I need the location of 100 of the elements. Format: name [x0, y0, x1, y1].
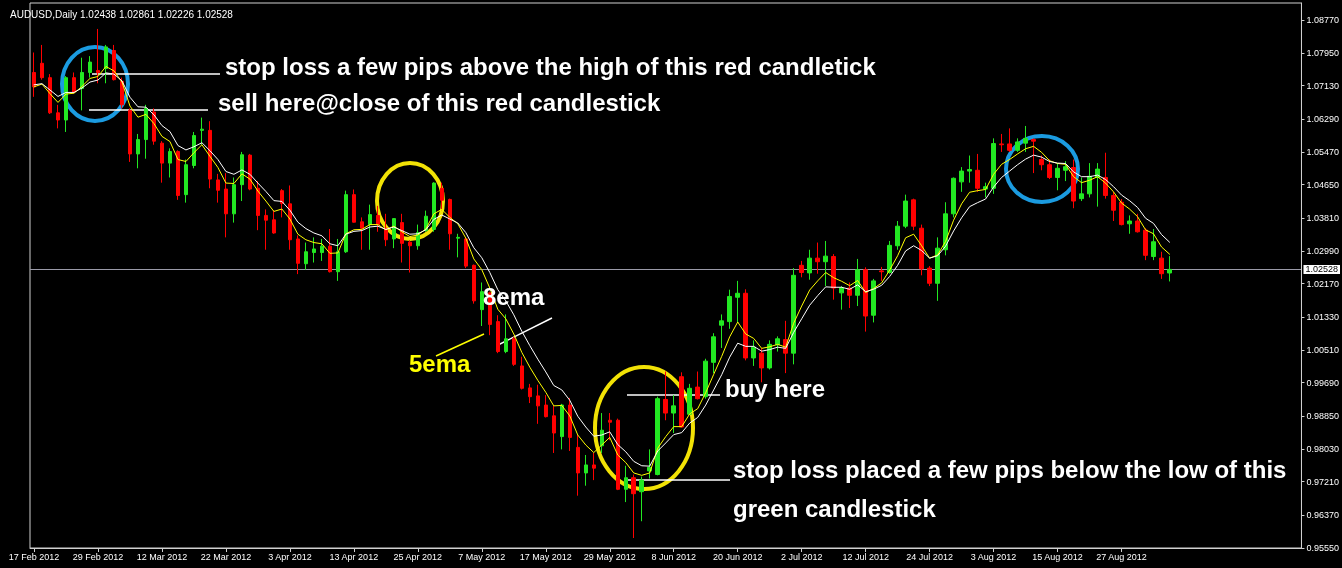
- candlestick: [576, 434, 580, 497]
- candlestick: [1079, 176, 1084, 202]
- candlestick: [1167, 255, 1172, 282]
- candlestick: [432, 181, 436, 233]
- y-tick-label: 0.99690: [1306, 377, 1340, 388]
- candlestick: [128, 107, 132, 163]
- ref-line-label: 1.02528: [1305, 264, 1339, 275]
- candlestick: [863, 266, 868, 333]
- candlestick: [520, 356, 524, 390]
- candlestick: [887, 240, 892, 275]
- candlestick: [631, 474, 636, 539]
- candlestick: [1135, 213, 1140, 234]
- candlestick: [999, 133, 1004, 153]
- candlestick: [815, 242, 820, 275]
- y-tick-label: 0.96370: [1306, 510, 1340, 521]
- candlestick: [312, 236, 316, 264]
- candlestick: [903, 194, 908, 229]
- candlestick: [392, 217, 396, 249]
- candlestick: [935, 236, 940, 302]
- candlestick: [919, 224, 924, 276]
- x-tick-label: 29 May 2012: [583, 551, 636, 562]
- candlestick: [687, 383, 692, 416]
- candlestick: [967, 155, 972, 184]
- y-tick-label: 0.97210: [1306, 476, 1340, 487]
- annotation: sell here@close of this red candlestick: [218, 89, 661, 117]
- candlestick: [1127, 214, 1132, 235]
- candlestick: [144, 104, 148, 160]
- candlestick: [1047, 159, 1052, 180]
- candlestick: [496, 314, 500, 354]
- x-tick-label: 17 Feb 2012: [8, 551, 60, 562]
- candlestick: [751, 339, 756, 367]
- candlestick: [272, 209, 276, 235]
- candlestick: [320, 238, 324, 262]
- candlestick: [480, 281, 484, 327]
- candlestick: [280, 188, 284, 218]
- x-tick-label: 12 Jul 2012: [842, 551, 889, 562]
- candlestick: [112, 44, 116, 81]
- candlestick: [703, 358, 708, 400]
- candlestick: [1111, 191, 1116, 222]
- candlestick: [472, 264, 476, 305]
- candlestick: [368, 204, 372, 251]
- candlestick: [1015, 137, 1020, 153]
- x-tick-label: 20 Jun 2012: [712, 551, 763, 562]
- candlestick: [256, 180, 260, 231]
- x-tick-label: 15 Aug 2012: [1032, 551, 1083, 562]
- candlestick: [296, 234, 300, 275]
- candlestick: [376, 205, 380, 233]
- x-tick-label: 25 Apr 2012: [393, 551, 443, 562]
- candlestick: [176, 149, 180, 201]
- candlestick: [504, 313, 508, 354]
- candlestick: [448, 198, 452, 251]
- candlestick: [791, 267, 796, 365]
- y-tick-label: 1.06290: [1306, 114, 1340, 125]
- candlestick: [1055, 162, 1060, 191]
- candlestick: [927, 265, 932, 287]
- candlestick: [184, 159, 188, 204]
- y-tick-label: 1.04650: [1306, 179, 1340, 190]
- y-tick-label: 1.00510: [1306, 344, 1340, 355]
- candlestick: [512, 336, 516, 367]
- candlestick: [1143, 227, 1148, 261]
- y-tick-label: 1.02170: [1306, 278, 1340, 289]
- candlestick: [839, 285, 844, 311]
- candlestick: [1031, 137, 1036, 174]
- x-tick-label: 7 May 2012: [458, 551, 506, 562]
- candlestick: [735, 280, 740, 323]
- x-tick-label: 2 Jul 2012: [780, 551, 823, 562]
- candlestick: [959, 166, 964, 193]
- candlestick: [799, 260, 804, 278]
- y-tick-label: 1.02990: [1306, 245, 1340, 256]
- candlestick: [88, 55, 92, 79]
- candlestick: [807, 249, 812, 281]
- candlestick: [711, 332, 716, 374]
- x-tick-label: 17 May 2012: [519, 551, 572, 562]
- x-tick-label: 24 Jul 2012: [906, 551, 953, 562]
- x-tick-label: 12 Mar 2012: [136, 551, 188, 562]
- annotation: stop loss placed a few pips below the low of this green candlestick: [733, 455, 1288, 524]
- candlestick: [879, 266, 884, 282]
- candlestick: [1071, 159, 1076, 209]
- candlestick: [767, 339, 772, 371]
- candlestick: [48, 73, 52, 115]
- candlestick: [871, 278, 876, 323]
- candlestick: [991, 137, 996, 195]
- candlestick: [456, 233, 460, 258]
- candlestick: [224, 172, 228, 238]
- candlestick: [552, 405, 556, 454]
- candlestick: [1007, 127, 1012, 153]
- y-tick-label: 1.01330: [1306, 312, 1340, 323]
- candlestick: [528, 383, 532, 404]
- candlestick: [568, 397, 572, 452]
- legend-label: 5ema: [409, 350, 471, 378]
- y-tick-label: 1.07950: [1306, 47, 1340, 58]
- candlestick: [344, 190, 348, 254]
- candlestick: [951, 176, 956, 218]
- candlestick: [232, 176, 236, 224]
- candlestick: [64, 75, 68, 133]
- candlestick: [440, 182, 444, 211]
- candlestick: [895, 220, 900, 251]
- candlestick: [608, 412, 612, 441]
- candlestick: [264, 208, 268, 251]
- candlestick: [408, 239, 412, 274]
